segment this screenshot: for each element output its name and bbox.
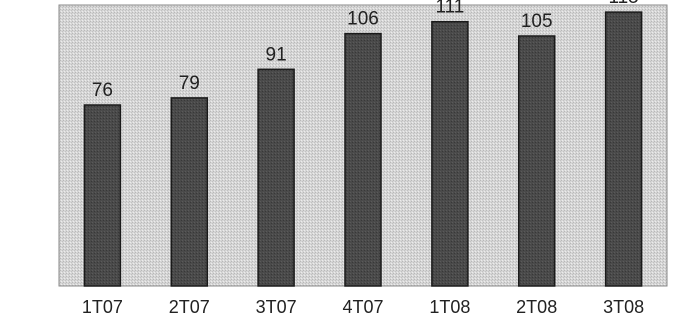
x-tick-label-3T08: 3T08 [603,297,644,317]
data-label-1T08: 111 [435,0,464,18]
bar-1T07 [83,104,122,287]
x-tick-label-1T08: 1T08 [429,297,470,317]
x-tick-labels-group: 1T07 2T07 3T07 4T07 1T08 2T08 3T08 [82,297,644,317]
x-tick-label-3T07: 3T07 [256,297,297,317]
data-label-3T08: 115 [608,0,638,8]
data-label-3T07: 91 [266,44,287,65]
bars-group [83,11,643,287]
data-label-2T07: 79 [179,73,200,94]
bar-1T08 [431,20,469,287]
data-label-4T07: 106 [347,9,379,30]
bar-3T07 [257,68,295,287]
x-tick-label-1T07: 1T07 [82,297,123,317]
data-labels-group: 76 79 91 106 111 105 115 [92,0,639,101]
bar-2T07 [170,97,209,287]
bar-2T08 [517,35,556,287]
data-label-2T08: 105 [521,11,553,32]
bar-3T08 [604,11,643,287]
data-label-1T07: 76 [92,80,113,101]
x-tick-label-2T07: 2T07 [169,297,210,317]
bar-4T07 [344,32,382,287]
x-tick-label-4T07: 4T07 [342,297,383,317]
x-tick-label-2T08: 2T08 [516,297,557,317]
